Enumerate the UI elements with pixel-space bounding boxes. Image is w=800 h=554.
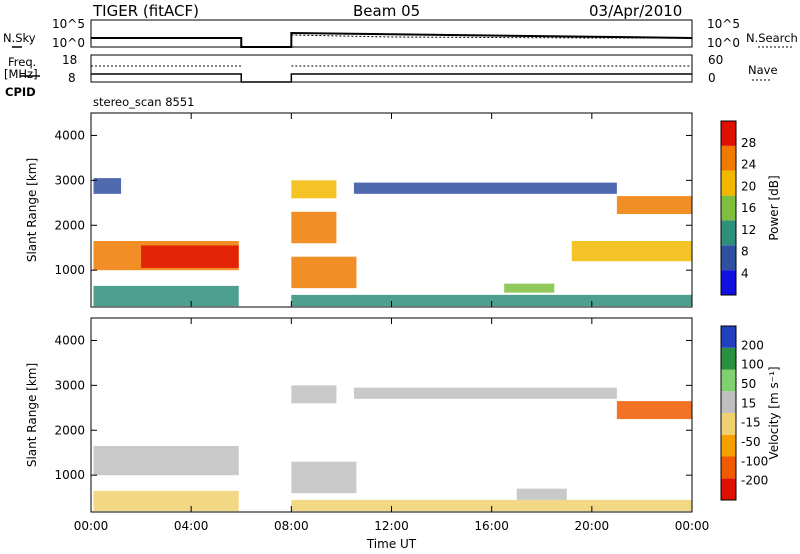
velocity-colorbar-tick-4: 15	[741, 396, 756, 410]
velocity-echo-region-6	[516, 488, 567, 500]
velocity-colorbar-label: Velocity [m s⁻¹]	[767, 366, 781, 459]
power-colorbar-segment-3	[721, 195, 736, 221]
velocity-panel	[93, 385, 692, 512]
velocity-colorbar-tick-3: -15	[741, 416, 761, 430]
velocity-colorbar-tick-2: -50	[741, 435, 761, 449]
velocity-colorbar-tick-5: 50	[741, 377, 756, 391]
noise-tick-bottom-left: 10^0	[52, 36, 85, 50]
nave-tick-top: 60	[708, 53, 724, 67]
velocity-colorbar-segment-5	[721, 369, 736, 392]
power-ytick-label-2: 3000	[54, 173, 85, 187]
xtick-label-0: 00:00	[74, 519, 109, 533]
power-panel-frame	[90, 112, 693, 308]
beam-title: Beam 05	[353, 2, 421, 20]
velocity-colorbar-tick-6: 100	[741, 358, 764, 372]
power-ytick-label-3: 4000	[54, 128, 85, 142]
xtick-label-4: 16:00	[474, 519, 509, 533]
power-colorbar-tick-6: 28	[741, 136, 756, 150]
xtick-label-3: 12:00	[374, 519, 409, 533]
velocity-echo-region-7	[616, 401, 692, 420]
velocity-echo-region-2	[291, 461, 357, 494]
power-colorbar-tick-5: 24	[741, 158, 756, 172]
velocity-ytick-label-2: 3000	[54, 378, 85, 392]
velocity-colorbar-segment-7	[721, 326, 736, 348]
power-colorbar-segment-2	[721, 220, 736, 246]
power-colorbar-tick-1: 8	[741, 245, 749, 259]
power-ylabel: Slant Range [km]	[25, 158, 39, 262]
power-echo-region-2	[93, 285, 239, 307]
power-colorbar-tick-0: 4	[741, 266, 749, 280]
velocity-ytick-label-3: 4000	[54, 333, 85, 347]
power-echo-region-1	[141, 245, 239, 268]
power-ytick-label-0: 1000	[54, 263, 85, 277]
station-title: TIGER (fitACF)	[93, 2, 200, 20]
power-colorbar-segment-4	[721, 170, 736, 196]
velocity-echo-region-4	[353, 387, 617, 399]
freq-unit-label: [MHz]	[4, 67, 38, 81]
noise-search-line	[291, 34, 692, 39]
power-colorbar-tick-3: 16	[741, 201, 756, 215]
power-ytick-label-1: 2000	[54, 218, 85, 232]
xtick-label-2: 08:00	[274, 519, 309, 533]
nsky-label: N.Sky	[3, 31, 36, 45]
velocity-panel-frame	[90, 317, 693, 513]
velocity-colorbar-segment-6	[721, 347, 736, 370]
velocity-colorbar-tick-7: 200	[741, 338, 764, 352]
xtick-label-5: 20:00	[575, 519, 610, 533]
xtick-label-1: 04:00	[174, 519, 209, 533]
velocity-colorbar-segment-3	[721, 413, 736, 435]
noise-tick-bottom-right: 10^0	[707, 36, 740, 50]
noise-panel-frame	[90, 19, 693, 48]
freq-label: Freq.	[8, 55, 37, 69]
xtick-label-6: 00:00	[675, 519, 710, 533]
velocity-colorbar-frame	[720, 325, 737, 501]
power-colorbar-tick-4: 20	[741, 179, 756, 193]
power-echo-region-5	[291, 211, 337, 244]
freq-panel-frame	[90, 54, 693, 83]
power-colorbar-segment-6	[721, 121, 736, 146]
power-echo-region-6	[291, 180, 337, 199]
cpid-value: stereo_scan 8551	[93, 95, 195, 109]
velocity-echo-region-1	[93, 490, 239, 512]
nave-label: Nave	[748, 63, 778, 77]
power-echo-region-4	[291, 256, 357, 289]
power-panel	[93, 178, 692, 307]
velocity-ytick-label-1: 2000	[54, 423, 85, 437]
power-colorbar-segment-1	[721, 245, 736, 271]
velocity-ytick-label-0: 1000	[54, 468, 85, 482]
velocity-echo-region-0	[93, 445, 239, 476]
cpid-label: CPID	[5, 85, 36, 99]
nsearch-label: N.Search	[746, 31, 798, 45]
velocity-colorbar-segment-0	[721, 478, 736, 500]
velocity-echo-region-3	[291, 385, 337, 404]
velocity-ylabel: Slant Range [km]	[25, 363, 39, 467]
power-echo-region-7	[353, 182, 617, 194]
freq-tick-top: 18	[62, 53, 78, 67]
power-colorbar-label: Power [dB]	[767, 175, 781, 240]
power-colorbar-frame	[720, 120, 737, 296]
power-colorbar-segment-0	[721, 270, 736, 295]
velocity-colorbar-segment-2	[721, 434, 736, 457]
velocity-echo-region-5	[291, 499, 692, 512]
noise-sky-line	[91, 31, 693, 48]
nave-tick-bottom: 0	[708, 71, 716, 85]
noise-tick-top-left: 10^5	[52, 17, 85, 31]
velocity-colorbar-segment-1	[721, 456, 736, 479]
power-echo-region-3	[93, 178, 122, 194]
power-colorbar-segment-5	[721, 145, 736, 171]
velocity-colorbar-segment-4	[721, 391, 736, 413]
noise-tick-top-right: 10^5	[707, 17, 740, 31]
freq-tick-bottom: 8	[68, 71, 76, 85]
date-title: 03/Apr/2010	[589, 2, 683, 20]
power-echo-region-8	[291, 294, 692, 307]
freq-line	[91, 73, 692, 83]
velocity-colorbar-tick-0: -200	[741, 474, 768, 488]
xlabel: Time UT	[366, 537, 417, 551]
power-echo-region-10	[571, 240, 692, 262]
velocity-colorbar-tick-1: -100	[741, 454, 768, 468]
power-colorbar-tick-2: 12	[741, 223, 756, 237]
power-echo-region-9	[504, 283, 555, 293]
power-echo-region-11	[616, 196, 692, 215]
